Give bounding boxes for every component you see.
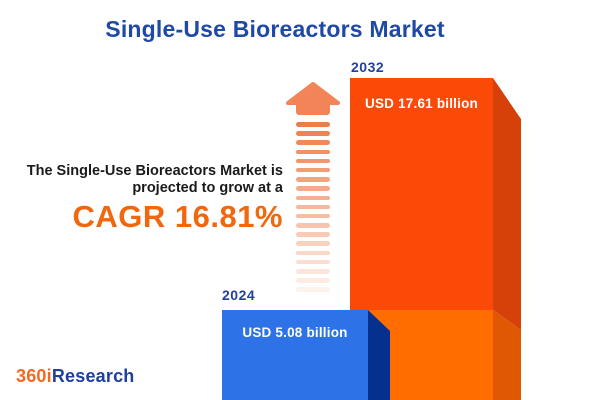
bar-2032-side-upper [493,78,521,330]
cagr-value: CAGR 16.81% [72,199,283,234]
bar-2032-front-upper [350,78,493,310]
bar-2032-value-label: USD 17.61 billion [365,96,478,111]
bar-2024-side [368,310,390,400]
intro-line-1: The Single-Use Bioreactors Market is [26,163,283,179]
logo-research-part: Research [51,366,135,386]
bar-2032-side-lower [493,310,521,400]
growth-arrow-head-icon [286,82,340,115]
bar-2024-front [222,310,368,400]
bar-2024-year-label: 2024 [222,287,256,303]
bar-2024-value-label: USD 5.08 billion [242,325,348,340]
growth-arrow-stripes [296,122,330,297]
intro-text: The Single-Use Bioreactors Market is pro… [27,163,283,234]
bar-2032-year-label: 2032 [351,59,385,75]
logo-360i-part: 360i [16,366,52,386]
intro-line-2: projected to grow at a [132,180,283,196]
logo-360iresearch: 360iResearch [16,366,135,387]
page-title: Single-Use Bioreactors Market [105,16,445,42]
